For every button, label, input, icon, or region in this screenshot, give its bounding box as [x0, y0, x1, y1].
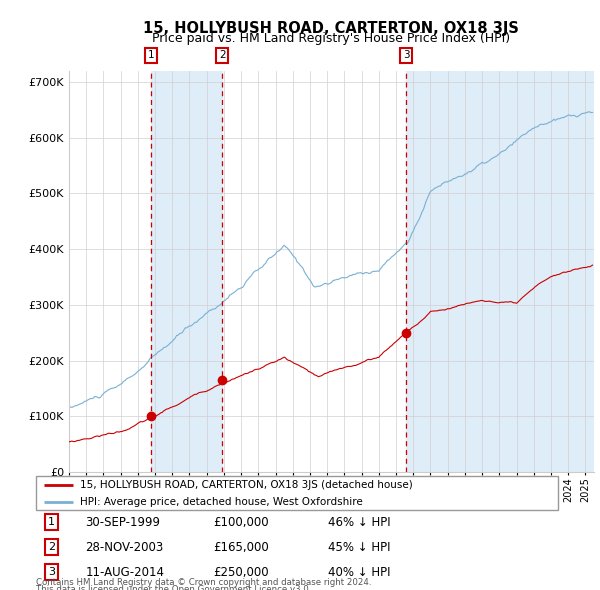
- Text: 3: 3: [48, 568, 55, 577]
- Text: HPI: Average price, detached house, West Oxfordshire: HPI: Average price, detached house, West…: [80, 497, 363, 507]
- Text: £250,000: £250,000: [214, 566, 269, 579]
- Text: 1: 1: [48, 517, 55, 527]
- Text: 1: 1: [148, 51, 154, 60]
- Text: 30-SEP-1999: 30-SEP-1999: [86, 516, 161, 529]
- Text: £165,000: £165,000: [214, 540, 269, 554]
- Text: 3: 3: [403, 51, 410, 60]
- Text: 40% ↓ HPI: 40% ↓ HPI: [328, 566, 391, 579]
- Text: 45% ↓ HPI: 45% ↓ HPI: [328, 540, 391, 554]
- Text: 28-NOV-2003: 28-NOV-2003: [86, 540, 164, 554]
- Text: 15, HOLLYBUSH ROAD, CARTERTON, OX18 3JS: 15, HOLLYBUSH ROAD, CARTERTON, OX18 3JS: [143, 21, 519, 35]
- Bar: [151, 71, 222, 472]
- Text: 11-AUG-2014: 11-AUG-2014: [86, 566, 164, 579]
- Bar: [406, 71, 594, 472]
- Text: £100,000: £100,000: [214, 516, 269, 529]
- Text: 2: 2: [48, 542, 55, 552]
- FancyBboxPatch shape: [36, 476, 558, 510]
- Text: 46% ↓ HPI: 46% ↓ HPI: [328, 516, 391, 529]
- Text: Contains HM Land Registry data © Crown copyright and database right 2024.: Contains HM Land Registry data © Crown c…: [36, 578, 371, 587]
- Text: 2: 2: [219, 51, 226, 60]
- Text: 15, HOLLYBUSH ROAD, CARTERTON, OX18 3JS (detached house): 15, HOLLYBUSH ROAD, CARTERTON, OX18 3JS …: [80, 480, 413, 490]
- Text: This data is licensed under the Open Government Licence v3.0.: This data is licensed under the Open Gov…: [36, 585, 311, 590]
- Text: Price paid vs. HM Land Registry's House Price Index (HPI): Price paid vs. HM Land Registry's House …: [152, 32, 510, 45]
